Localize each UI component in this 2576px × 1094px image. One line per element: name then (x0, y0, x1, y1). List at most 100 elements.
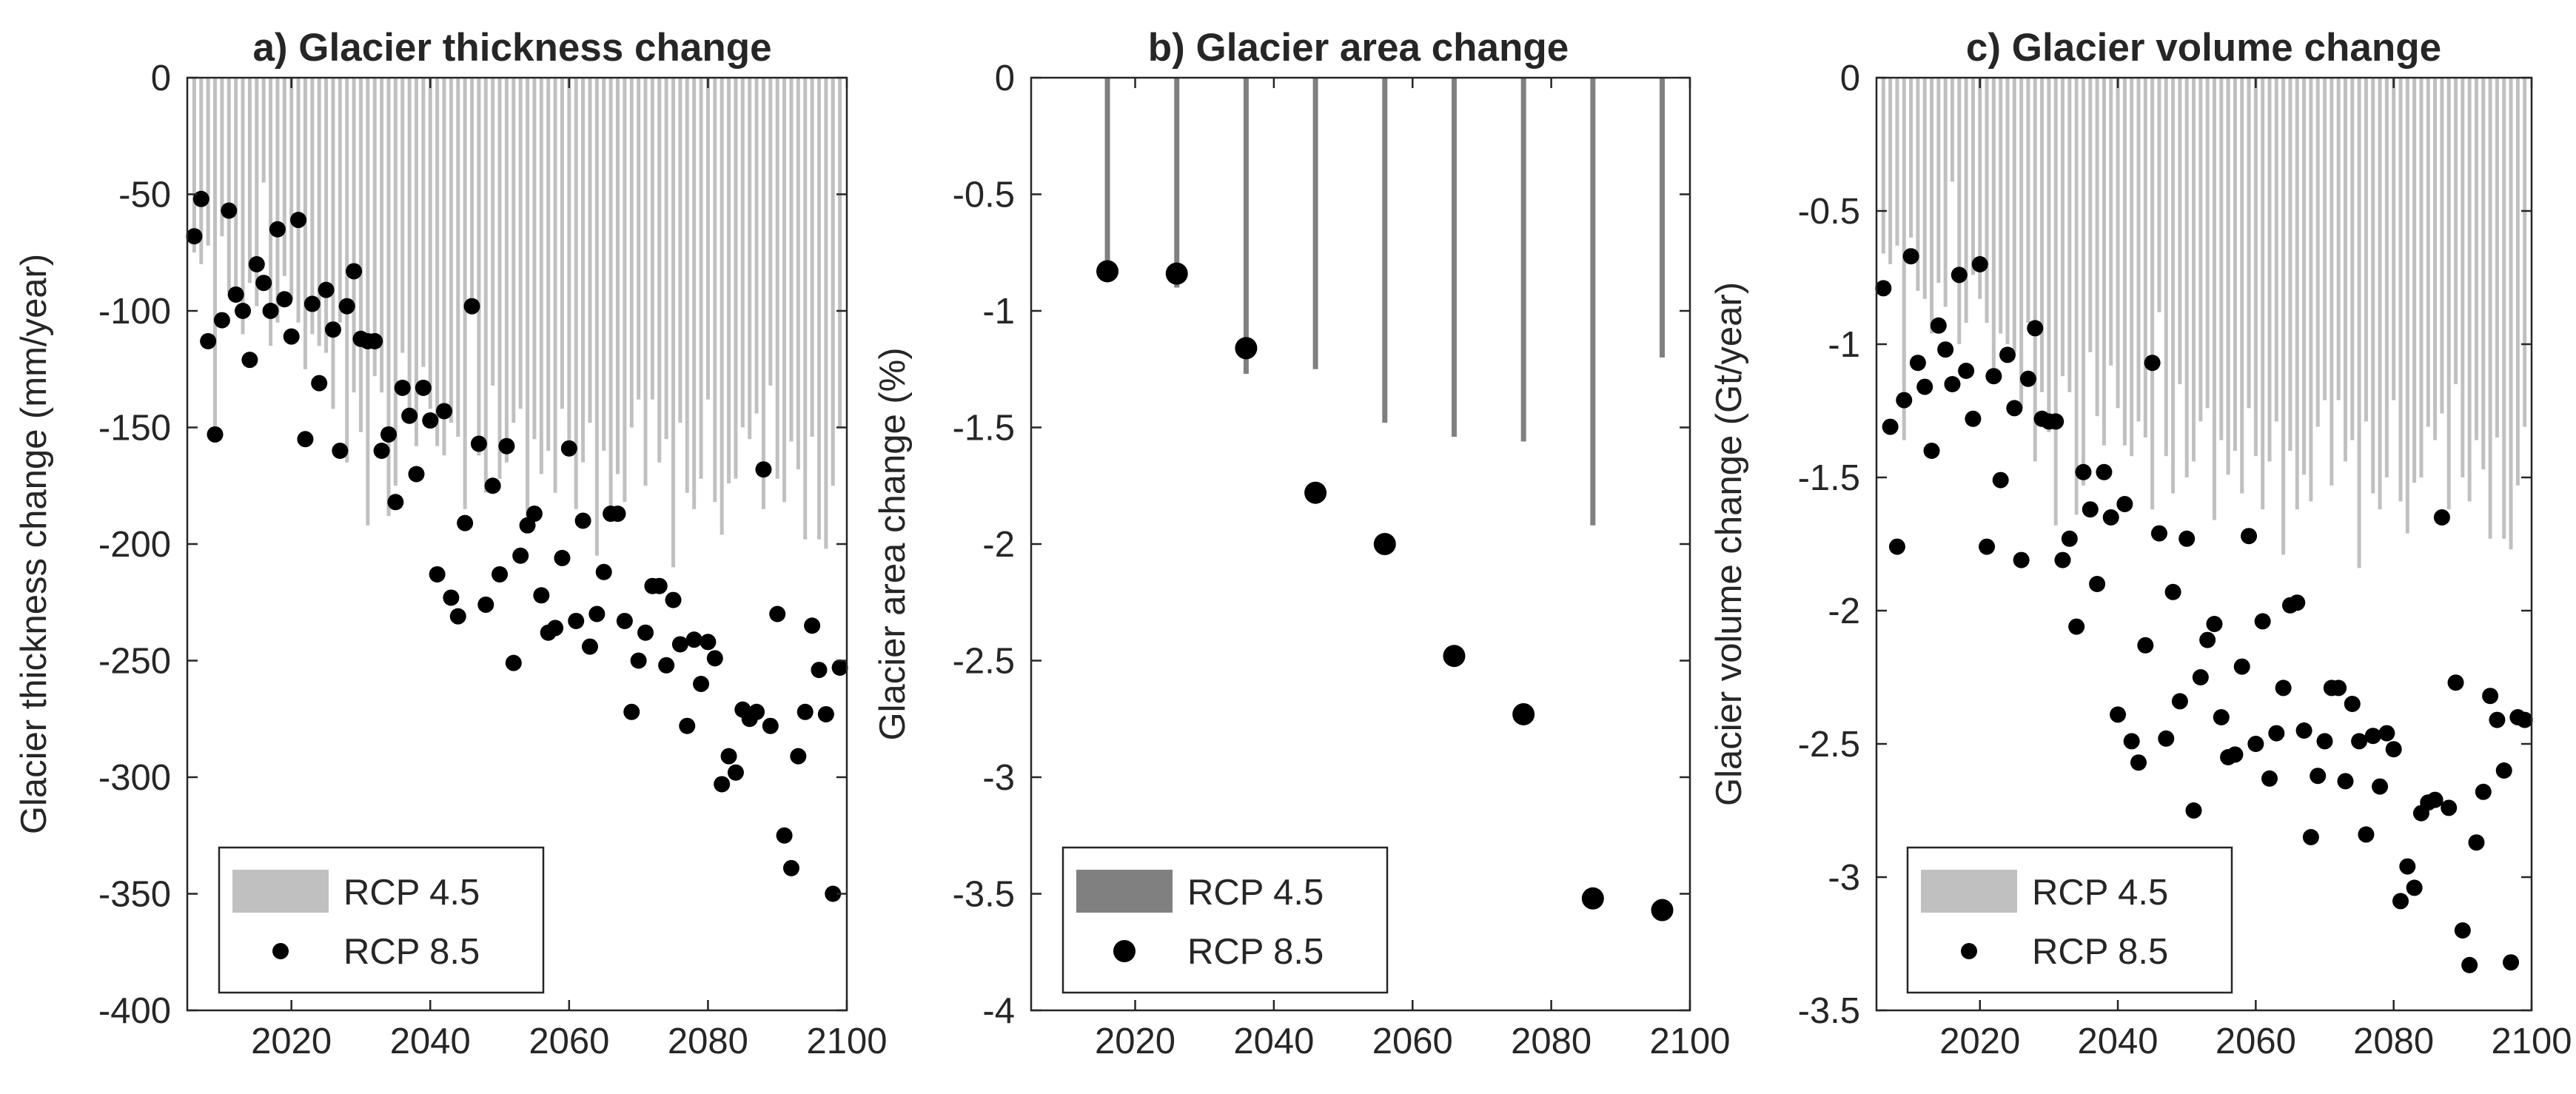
point-rcp85 (665, 591, 682, 608)
bar-rcp45 (692, 78, 697, 509)
x-tick-label: 2020 (1939, 1021, 2020, 1061)
point-rcp85 (2302, 829, 2319, 845)
legend-swatch-rcp45 (1921, 870, 2017, 913)
bar-rcp45 (713, 78, 717, 503)
bar-rcp45 (1881, 78, 1885, 254)
bar-rcp45 (2116, 78, 2120, 409)
point-rcp85 (727, 764, 744, 781)
bar-rcp45 (2053, 78, 2058, 526)
bar-rcp45 (2026, 78, 2030, 323)
rcp85-points (1875, 248, 2533, 973)
bar-rcp45 (2122, 78, 2127, 446)
point-rcp85 (200, 332, 217, 349)
point-rcp85 (2468, 834, 2485, 851)
point-rcp85 (811, 662, 828, 679)
point-rcp85 (706, 650, 723, 667)
panel-area: 0 -0.5 -1 -1.5 -2 -2.5 -3 -3.5 -4 2020 2040 2060 208… (873, 26, 1731, 1061)
x-tick-label: 2040 (1233, 1021, 1314, 1061)
bar-rcp45 (1936, 78, 1941, 283)
bar-rcp45 (2281, 78, 2286, 555)
bar-rcp45 (2095, 78, 2099, 417)
point-rcp85 (817, 705, 834, 722)
bar-rcp45 (456, 78, 460, 437)
bar-rcp45 (463, 78, 467, 509)
point-rcp85 (762, 717, 779, 734)
rcp85-points (1096, 260, 1674, 922)
point-rcp85 (1165, 262, 1188, 285)
point-rcp85 (2385, 741, 2402, 758)
bar-rcp45 (2012, 78, 2016, 352)
bar-rcp45 (2240, 78, 2244, 494)
bar-rcp45 (2150, 78, 2155, 510)
bar-rcp45 (2261, 78, 2265, 510)
point-rcp85 (1930, 317, 1947, 334)
bar-rcp45 (1943, 78, 1948, 307)
bar-rcp45 (2233, 78, 2237, 451)
bar-rcp45 (2343, 78, 2347, 462)
bar-rcp45 (2495, 78, 2499, 437)
bar-rcp45 (650, 78, 654, 400)
point-rcp85 (2123, 733, 2140, 750)
bar-rcp45 (810, 78, 814, 437)
bar-rcp45 (588, 78, 592, 423)
point-rcp85 (324, 321, 341, 338)
bar-rcp45 (2364, 78, 2368, 422)
point-rcp85 (2110, 706, 2127, 723)
point-rcp85 (1235, 337, 1258, 360)
bar-rcp45 (643, 78, 648, 486)
y-tick-label: -0.5 (1798, 192, 1860, 232)
y-tick-label: -250 (98, 642, 171, 682)
point-rcp85 (492, 566, 509, 583)
point-rcp85 (394, 379, 411, 396)
bar-rcp45 (734, 78, 738, 479)
bar-rcp45 (1999, 78, 2003, 334)
point-rcp85 (221, 202, 238, 219)
point-rcp85 (2289, 594, 2306, 611)
y-tick-label: -4 (982, 991, 1015, 1031)
bar-rcp45 (2309, 78, 2313, 502)
point-rcp85 (262, 303, 279, 319)
point-rcp85 (671, 636, 688, 653)
bar-rcp45 (2136, 78, 2141, 422)
point-rcp85 (595, 563, 612, 580)
point-rcp85 (533, 587, 550, 604)
bar-rcp45 (608, 78, 613, 509)
bar-rcp45 (2433, 78, 2438, 440)
bar-rcp45 (796, 78, 800, 470)
y-tick-label: -2 (982, 525, 1015, 565)
point-rcp85 (2096, 463, 2113, 480)
point-rcp85 (568, 612, 585, 629)
point-rcp85 (373, 443, 390, 459)
bar-rcp45 (1985, 78, 1989, 323)
x-tick-label: 2080 (1511, 1021, 1591, 1061)
point-rcp85 (1971, 256, 1988, 272)
point-rcp85 (2358, 826, 2375, 843)
bar-rcp45 (449, 78, 453, 423)
point-rcp85 (192, 190, 209, 207)
point-rcp85 (2261, 770, 2278, 787)
bar-rcp45 (740, 78, 745, 428)
point-rcp85 (484, 477, 501, 494)
y-tick-label: -3 (982, 758, 1015, 798)
legend-marker-rcp85 (1961, 943, 1977, 959)
legend-label-rcp85: RCP 8.5 (1187, 932, 1324, 972)
y-tick-label: -0.5 (953, 175, 1015, 215)
point-rcp85 (1979, 538, 1996, 555)
point-rcp85 (831, 659, 848, 676)
y-tick-label: -300 (98, 758, 171, 798)
bar-rcp45 (761, 78, 765, 509)
bar-rcp45 (2392, 78, 2396, 400)
point-rcp85 (297, 431, 314, 448)
bar-rcp45 (574, 78, 578, 509)
bar-rcp45 (491, 78, 495, 386)
bar-rcp45 (407, 78, 412, 416)
x-tick-label: 2080 (668, 1021, 748, 1061)
y-axis-label: Glacier volume change (Gt/year) (1709, 282, 1749, 806)
bar-rcp45 (2081, 78, 2085, 486)
bar-rcp45 (1243, 78, 1249, 375)
point-rcp85 (616, 612, 633, 629)
bar-rcp45 (247, 78, 252, 283)
point-rcp85 (1581, 887, 1604, 910)
point-rcp85 (693, 676, 710, 692)
x-tick-label: 2100 (806, 1021, 887, 1061)
